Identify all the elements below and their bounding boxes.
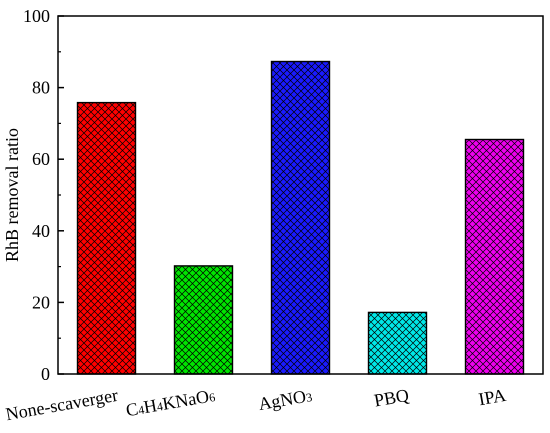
y-axis-title: RhB removal ratio [2, 128, 22, 262]
bar-3 [367, 311, 428, 375]
category-label-2: AgNO3 [257, 385, 314, 414]
y-tick-label-4: 80 [32, 78, 50, 98]
bars-group [76, 60, 525, 375]
y-tick-label-0: 0 [41, 364, 50, 384]
bar-1 [173, 265, 234, 375]
category-label-3: PBQ [372, 385, 410, 411]
y-tick-label-1: 20 [32, 292, 50, 312]
category-label-4: IPA [477, 385, 507, 409]
category-label-0: None-scaverger [4, 385, 119, 424]
y-tick-label-3: 60 [32, 149, 50, 169]
axes-group [57, 15, 544, 375]
bar-4 [464, 138, 525, 375]
y-tick-label-2: 40 [32, 221, 50, 241]
bar-2 [270, 60, 331, 375]
y-tick-label-5: 100 [23, 6, 50, 26]
category-label-1: C4H4KNaO6 [124, 385, 216, 420]
bar-0 [76, 101, 137, 375]
